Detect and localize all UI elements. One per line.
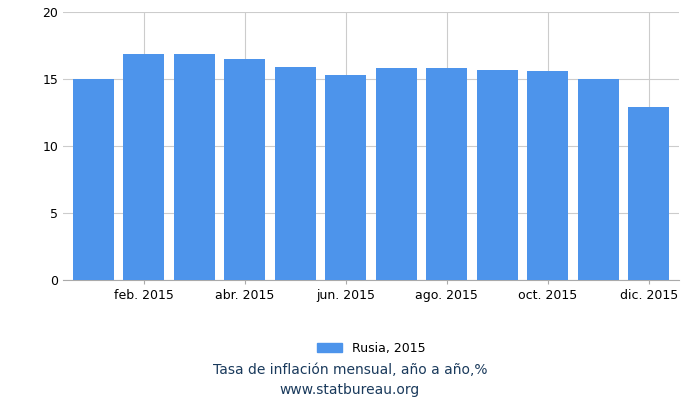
Bar [325, 75, 367, 280]
Bar [274, 67, 316, 280]
Bar [224, 59, 265, 280]
Bar [73, 79, 114, 280]
Bar [375, 68, 417, 280]
Bar [477, 70, 518, 280]
Text: www.statbureau.org: www.statbureau.org [280, 383, 420, 397]
Bar [628, 107, 669, 280]
Bar [527, 71, 568, 280]
Bar [426, 68, 468, 280]
Bar [578, 79, 619, 280]
Bar [174, 54, 215, 280]
Bar [123, 54, 164, 280]
Text: Tasa de inflación mensual, año a año,%: Tasa de inflación mensual, año a año,% [213, 363, 487, 377]
Legend: Rusia, 2015: Rusia, 2015 [312, 336, 430, 360]
